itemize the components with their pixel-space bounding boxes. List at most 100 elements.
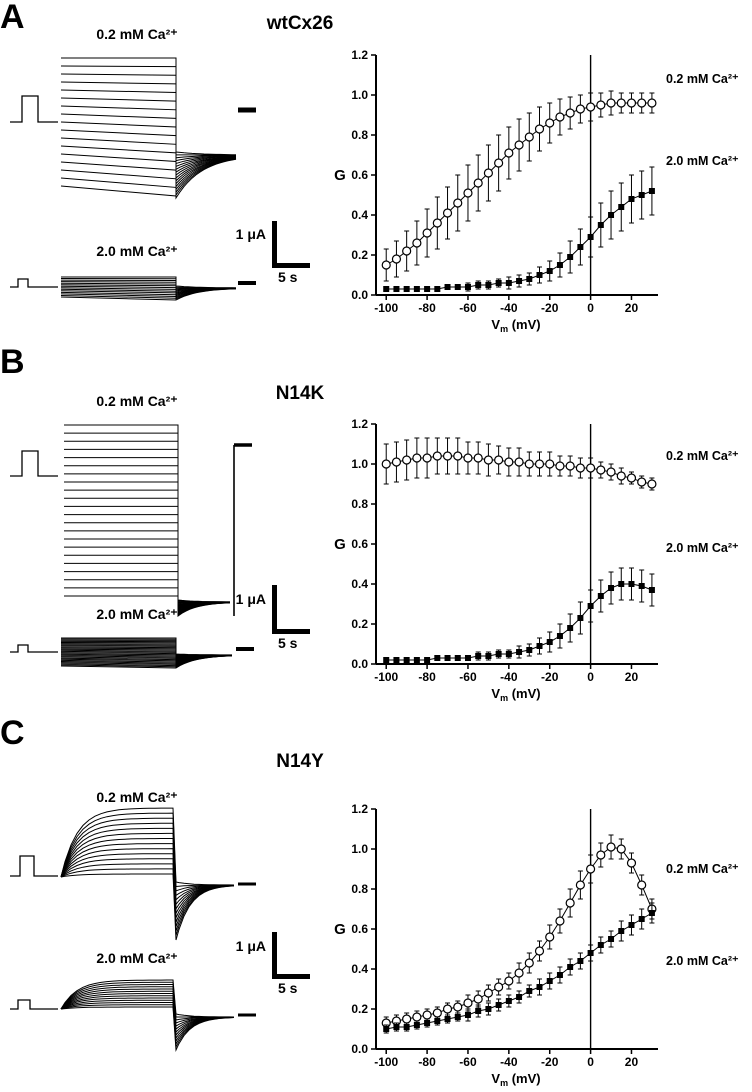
x-tick-label: -80 [418,670,436,684]
y-tick-label: 0.2 [351,248,368,262]
series-label: 2.0 mM Ca²⁺ [666,541,739,555]
filled-square-marker [526,988,533,994]
current-trace [64,457,230,604]
filled-square-marker [556,633,563,639]
current-trace [64,432,230,603]
open-circle-marker [616,471,626,481]
open-circle-marker [534,946,545,956]
y-tick-label: 0.6 [351,922,368,936]
scale-time-label: 5 s [278,980,298,996]
y-tick-label: 0.0 [351,1042,368,1056]
filled-square-marker [638,583,645,589]
filled-square-marker [536,984,543,990]
filled-square-marker [485,653,492,659]
y-tick-label: 1.0 [351,457,368,471]
filled-square-marker [444,655,451,661]
current-trace [64,595,231,617]
filled-square-marker [403,1024,410,1030]
x-tick-label: 0 [587,301,594,315]
open-circle-marker [432,451,442,461]
y-tick-label: 0.2 [351,1002,368,1016]
x-tick-label: -100 [374,1055,398,1069]
filled-square-marker [464,1012,471,1018]
filled-square-marker [648,587,655,593]
open-circle-marker [412,1012,422,1022]
filled-square-marker [516,994,523,1000]
open-circle-marker [565,461,575,471]
panel-letter: A [0,0,25,36]
filled-square-marker [618,928,625,934]
y-tick-label: 0.4 [351,962,368,976]
series-line [386,190,653,290]
filled-square-marker [444,284,451,290]
filled-square-marker [567,254,574,260]
filled-square-marker [526,647,533,653]
filled-square-marker [475,1008,482,1014]
open-circle-marker [504,976,514,986]
open-circle-marker [483,168,494,178]
filled-square-marker [546,639,553,645]
filled-square-marker [516,278,523,284]
x-tick-label: -40 [500,670,518,684]
open-circle-marker [616,844,626,854]
open-circle-marker [473,178,483,188]
x-tick-label: -100 [374,301,398,315]
open-circle-marker [606,98,616,108]
current-trace [10,855,58,877]
filled-square-marker [424,657,431,663]
filled-square-marker [597,222,604,228]
current-trace [10,999,58,1010]
y-tick-label: 1.2 [351,48,368,62]
x-tick-label: -20 [541,1055,559,1069]
filled-square-marker [577,244,584,250]
low-ca-trace-label: 0.2 mM Ca²⁺ [96,393,178,409]
current-traces-svg [10,57,256,301]
series-label: 0.2 mM Ca²⁺ [666,449,739,463]
current-trace [60,832,235,906]
current-trace [64,424,230,603]
filled-square-marker [556,972,563,978]
filled-square-marker [648,188,655,194]
current-scale-bar [272,932,277,978]
filled-square-marker [434,1018,441,1024]
filled-square-marker [587,603,594,609]
x-tick-label: -60 [459,301,477,315]
filled-square-marker [546,978,553,984]
scale-time-label: 5 s [278,269,298,285]
y-tick-label: 1.2 [351,417,368,431]
current-traces-svg [10,424,254,669]
filled-square-marker [638,192,645,198]
open-circle-marker [402,246,412,256]
filled-square-marker [424,1020,431,1026]
panel-b: B N14K 0.2 mM Ca²⁺ 2.0 mM Ca²⁺ 1 μA 5 s … [0,345,752,728]
filled-square-marker [505,280,512,286]
filled-square-marker [403,657,410,663]
open-circle-marker [585,864,596,874]
open-circle-marker [453,198,463,208]
filled-square-marker [618,204,625,210]
open-circle-marker [545,118,555,128]
current-trace [64,489,231,607]
current-trace [60,288,237,301]
scale-current-label: 1 μA [235,591,266,607]
open-circle-marker [575,463,585,473]
open-circle-marker [494,982,504,992]
open-circle-marker [412,453,422,463]
filled-square-marker [383,1026,390,1032]
current-trace [10,450,58,477]
current-trace [60,1006,235,1052]
x-tick-label: -100 [374,670,398,684]
open-circle-marker [391,254,402,264]
x-tick-label: -60 [459,1055,477,1069]
open-circle-marker [575,104,585,114]
x-tick-label: -80 [418,301,436,315]
filled-square-marker [383,286,390,292]
open-circle-marker [432,218,442,228]
high-ca-trace-label: 2.0 mM Ca²⁺ [96,243,178,259]
x-tick-label: 0 [587,670,594,684]
x-tick-label: 20 [625,301,639,315]
filled-square-marker [475,653,482,659]
time-scale-bar [272,263,310,268]
filled-square-marker [434,286,441,292]
time-scale-bar [272,974,310,979]
